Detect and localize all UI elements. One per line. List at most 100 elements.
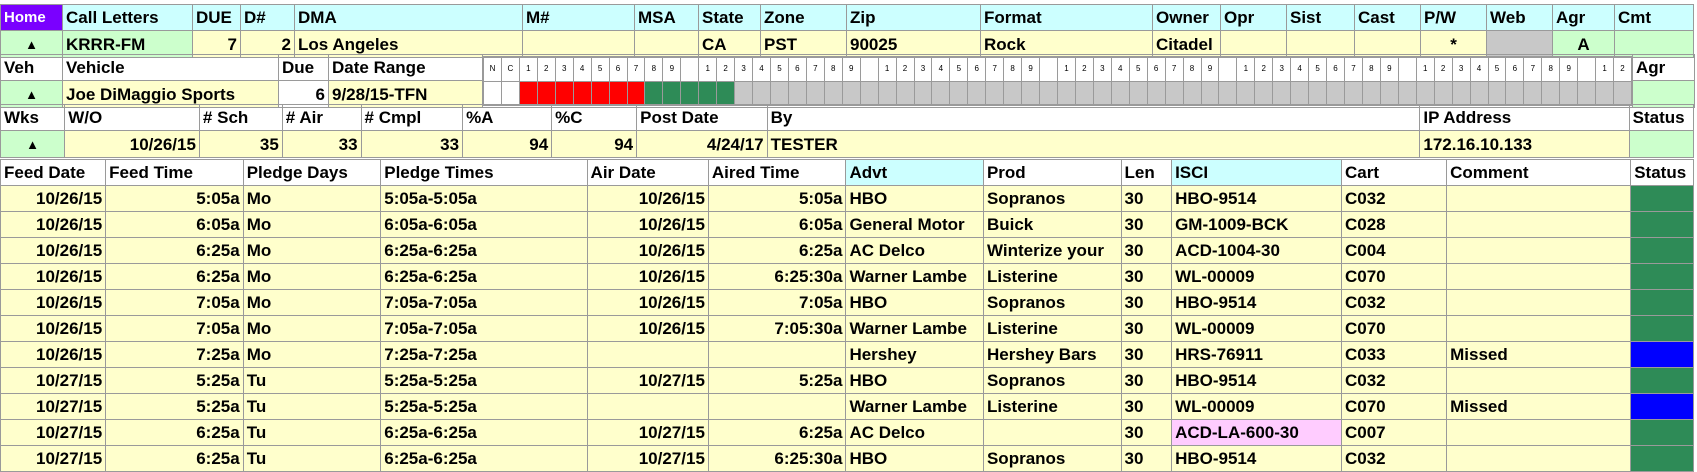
col-cart[interactable]: Cart: [1340, 159, 1448, 186]
col-feed-time[interactable]: Feed Time: [105, 159, 244, 186]
grid-slot-cell[interactable]: [1487, 80, 1507, 106]
grid-slot-cell[interactable]: [787, 80, 807, 106]
workorder-collapse-toggle[interactable]: ▲: [0, 130, 66, 158]
grid-slot-cell[interactable]: [1344, 80, 1363, 106]
grid-slot-cell[interactable]: [698, 80, 718, 106]
grid-slot-cell[interactable]: [1577, 80, 1597, 106]
col-aired-time[interactable]: Aired Time: [707, 159, 847, 186]
table-row[interactable]: 10/27/15 6:25a Tu 6:25a-6:25a 10/27/15 6:25a A…: [0, 419, 1694, 446]
grid-slot-cell[interactable]: [1595, 80, 1615, 106]
grid-slot-cell[interactable]: [823, 80, 843, 106]
grid-slot-cell[interactable]: [1379, 80, 1399, 106]
grid-slot-cell[interactable]: [680, 80, 700, 106]
grid-slot-cell[interactable]: [626, 80, 646, 106]
grid-slot-cell[interactable]: [1057, 80, 1076, 106]
grid-slot-cell[interactable]: [1469, 80, 1489, 106]
table-row[interactable]: 10/27/15 5:25a Tu 5:25a-5:25a Warner Lambe Li…: [0, 393, 1694, 420]
col-pledge-times[interactable]: Pledge Times: [380, 159, 588, 186]
grid-slot-cell[interactable]: [895, 80, 915, 106]
grid-slot-cell[interactable]: [859, 80, 879, 106]
grid-slot-cell[interactable]: [1021, 80, 1041, 106]
grid-slot-cell[interactable]: [644, 80, 664, 106]
status-indicator[interactable]: [1630, 185, 1694, 212]
status-indicator[interactable]: [1630, 237, 1694, 264]
status-indicator[interactable]: [1630, 445, 1694, 472]
status-indicator[interactable]: [1630, 211, 1694, 238]
grid-slot-cell[interactable]: [1218, 80, 1238, 106]
grid-slot-cell[interactable]: [1146, 80, 1166, 106]
grid-slot-cell[interactable]: [841, 80, 861, 106]
status-indicator[interactable]: [1630, 315, 1694, 342]
grid-slot-cell[interactable]: [1415, 80, 1435, 106]
table-row[interactable]: 10/26/15 7:05a Mo 7:05a-7:05a 10/26/15 7:05:3…: [0, 315, 1694, 342]
grid-slot-cell[interactable]: [590, 80, 610, 106]
grid-slot-cell[interactable]: [752, 80, 771, 106]
table-row[interactable]: 10/26/15 7:25a Mo 7:25a-7:25a Hershey Hershey…: [0, 341, 1694, 368]
vehicle-collapse-toggle[interactable]: ▲: [0, 80, 63, 108]
grid-slot-cell[interactable]: [1200, 80, 1220, 106]
status-indicator[interactable]: [1630, 341, 1694, 368]
grid-slot-cell[interactable]: [608, 80, 628, 106]
table-row[interactable]: 10/26/15 5:05a Mo 5:05a-5:05a 10/26/15 5:05a H…: [0, 185, 1694, 212]
grid-slot-cell[interactable]: [931, 80, 951, 106]
collapse-toggle[interactable]: ▲: [0, 30, 63, 58]
grid-slot-cell[interactable]: [877, 80, 897, 106]
grid-slot-cell[interactable]: [662, 80, 682, 106]
col-comment[interactable]: Comment: [1446, 159, 1632, 186]
grid-slot-cell[interactable]: [716, 80, 736, 106]
grid-slot-cell[interactable]: [1074, 80, 1094, 106]
col-feed-date[interactable]: Feed Date: [0, 159, 107, 186]
col-prod[interactable]: Prod: [982, 159, 1122, 186]
grid-slot-cell[interactable]: [1290, 80, 1310, 106]
grid-slot-cell[interactable]: [518, 80, 538, 106]
grid-slot-cell[interactable]: [805, 80, 825, 106]
col-len[interactable]: Len: [1120, 159, 1173, 186]
grid-slot-cell[interactable]: [1039, 80, 1058, 106]
grid-slot-cell[interactable]: [483, 80, 502, 106]
status-indicator[interactable]: [1630, 419, 1694, 446]
status-indicator[interactable]: [1630, 367, 1694, 394]
grid-slot-cell[interactable]: [1613, 80, 1632, 106]
status-indicator[interactable]: [1630, 263, 1694, 290]
grid-slot-cell[interactable]: [913, 80, 933, 106]
grid-slot-cell[interactable]: [985, 80, 1005, 106]
grid-slot-cell[interactable]: [1164, 80, 1184, 106]
grid-slot-cell[interactable]: [1128, 80, 1148, 106]
table-row[interactable]: 10/26/15 6:25a Mo 6:25a-6:25a 10/26/15 6:25a A…: [0, 237, 1694, 264]
home-button[interactable]: Home: [0, 4, 63, 31]
grid-slot-cell[interactable]: [536, 80, 556, 106]
grid-slot-cell[interactable]: [1308, 80, 1328, 106]
grid-slot-cell[interactable]: [500, 80, 520, 106]
grid-slot-cell[interactable]: [1541, 80, 1561, 106]
status-indicator[interactable]: [1630, 393, 1694, 420]
grid-slot-cell[interactable]: [1254, 80, 1274, 106]
grid-slot-cell[interactable]: [1559, 80, 1579, 106]
grid-slot-cell[interactable]: [1236, 80, 1256, 106]
table-row[interactable]: 10/26/15 7:05a Mo 7:05a-7:05a 10/26/15 7:05a H…: [0, 289, 1694, 316]
grid-slot-cell[interactable]: [1451, 80, 1471, 106]
status-indicator[interactable]: [1630, 289, 1694, 316]
col-advt[interactable]: Advt: [845, 159, 984, 186]
grid-slot-cell[interactable]: [1110, 80, 1130, 106]
grid-slot-cell[interactable]: [1003, 80, 1023, 106]
table-row[interactable]: 10/27/15 6:25a Tu 6:25a-6:25a 10/27/15 6:25:3…: [0, 445, 1694, 472]
grid-slot-cell[interactable]: [967, 80, 987, 106]
grid-slot-cell[interactable]: [1433, 80, 1453, 106]
table-row[interactable]: 10/26/15 6:25a Mo 6:25a-6:25a 10/26/15 6:25:3…: [0, 263, 1694, 290]
grid-slot-cell[interactable]: [1523, 80, 1543, 106]
grid-slot-cell[interactable]: [1361, 80, 1381, 106]
grid-slot-cell[interactable]: [1326, 80, 1345, 106]
grid-slot-cell[interactable]: [572, 80, 592, 106]
grid-slot-cell[interactable]: [1272, 80, 1292, 106]
grid-slot-cell[interactable]: [1397, 80, 1417, 106]
table-row[interactable]: 10/26/15 6:05a Mo 6:05a-6:05a 10/26/15 6:05a G…: [0, 211, 1694, 238]
col-pledge-days[interactable]: Pledge Days: [242, 159, 382, 186]
grid-slot-cell[interactable]: [949, 80, 969, 106]
col-air-date[interactable]: Air Date: [586, 159, 709, 186]
col-status[interactable]: Status: [1630, 159, 1694, 186]
table-row[interactable]: 10/27/15 5:25a Tu 5:25a-5:25a 10/27/15 5:25a H…: [0, 367, 1694, 394]
grid-slot-cell[interactable]: [1182, 80, 1202, 106]
grid-slot-cell[interactable]: [554, 80, 574, 106]
col-isci[interactable]: ISCI: [1171, 159, 1342, 186]
grid-slot-cell[interactable]: [1505, 80, 1525, 106]
